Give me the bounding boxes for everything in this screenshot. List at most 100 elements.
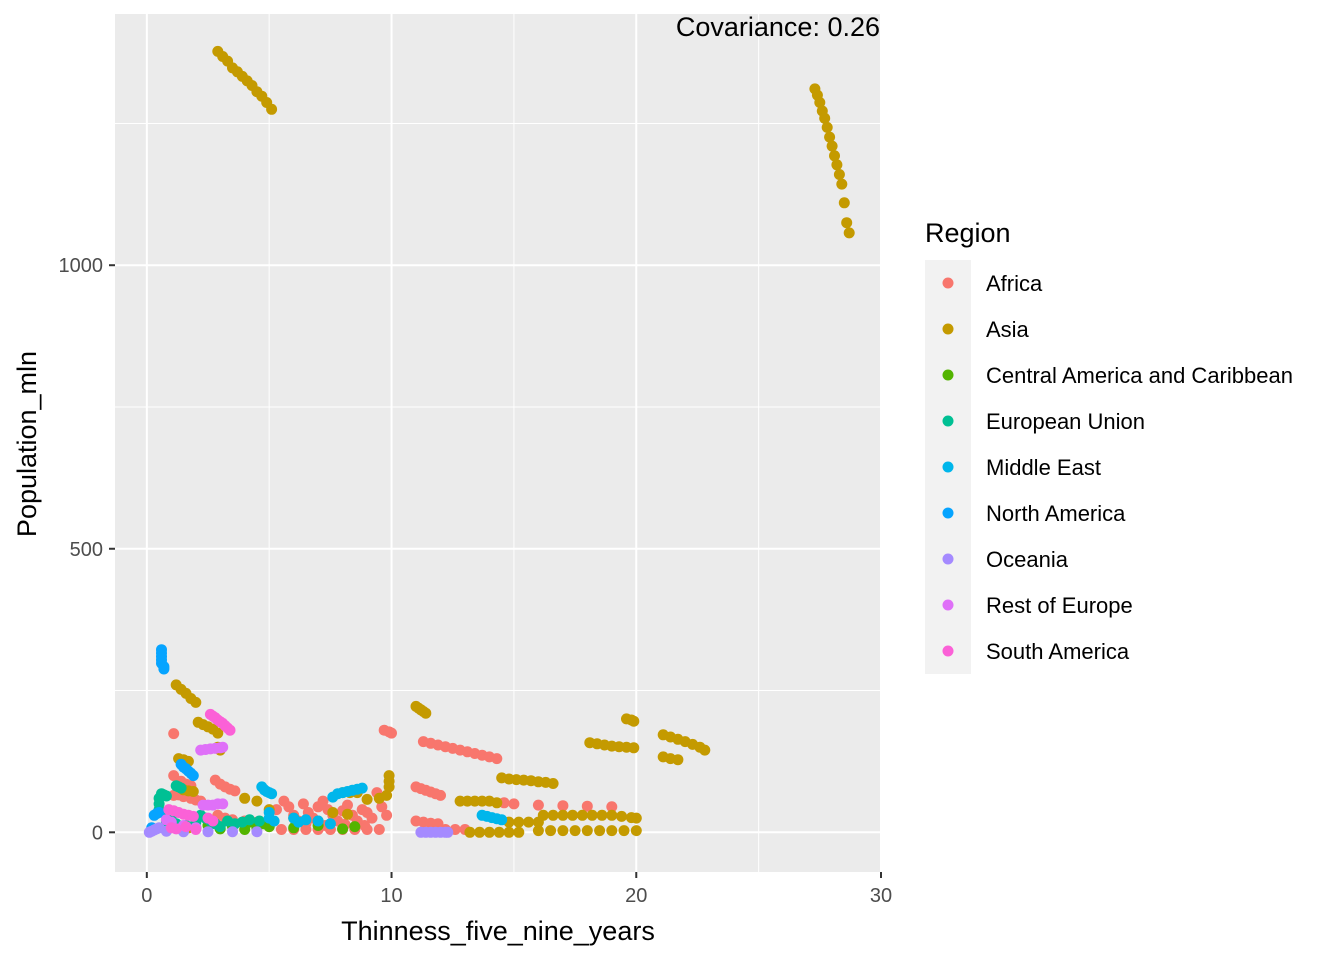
legend: Region Africa Asia Central America and Car… [925,218,1293,674]
data-point [229,785,241,797]
data-point [312,815,324,827]
data-point [217,741,229,753]
data-point [547,809,559,821]
data-point [630,825,642,837]
y-tick-label: 0 [92,822,103,844]
data-point [239,792,251,804]
data-point [275,824,287,835]
legend-item: South America [942,639,1130,664]
legend-key [942,599,954,611]
y-axis-title: Population_mln [12,351,42,537]
data-point [170,823,182,835]
data-point [493,826,505,838]
data-point [836,178,848,190]
data-point [821,121,833,133]
data-point [373,792,385,804]
data-point [217,798,229,810]
data-point [349,821,361,833]
data-point [523,816,535,828]
data-point [168,770,180,782]
legend-label: Africa [986,271,1043,296]
data-point [557,825,569,837]
data-point [324,818,336,830]
data-point [596,809,608,821]
data-point [361,793,373,805]
data-point [153,807,165,818]
data-point [266,788,278,800]
minor-gridlines [115,14,881,872]
data-point [251,826,263,838]
data-point [342,808,353,820]
x-axis-title: Thinness_five_nine_years [341,916,655,946]
x-tick-label: 30 [870,885,892,907]
data-point [843,227,855,239]
data-point [268,815,280,827]
data-point [557,809,569,821]
data-point [496,814,508,826]
data-point [630,812,642,824]
data-point [366,812,378,824]
data-point [699,744,711,756]
data-point [337,823,349,835]
data-point [432,818,444,830]
legend-title: Region [925,218,1011,248]
data-point [547,778,559,789]
data-point [442,826,454,838]
data-point [672,754,684,766]
legend-key [942,415,954,427]
data-point [327,807,339,818]
legend-label: European Union [986,409,1145,434]
data-point [594,825,606,837]
legend-key [942,461,954,473]
data-point [838,197,850,209]
y-axis: 0 500 1000 [59,255,115,844]
data-point [628,715,640,727]
data-point [359,820,371,831]
data-point [187,786,199,797]
data-point [826,140,838,152]
data-point [491,797,503,809]
data-point [376,801,388,813]
data-point [532,799,544,811]
data-point [383,781,395,793]
data-point [190,696,202,708]
data-point [212,727,224,739]
data-point [532,825,544,837]
data-point [569,825,581,837]
data-point [581,825,593,837]
data-point [513,816,525,828]
legend-label: Middle East [986,455,1101,480]
data-point [187,770,199,782]
data-point [300,814,312,826]
data-point [207,815,219,827]
data-point [175,782,187,794]
legend-key [942,507,954,519]
legend-key [942,645,954,657]
data-point [545,825,557,837]
data-point [227,826,238,838]
data-point [202,826,214,838]
series-asia [170,45,855,838]
covariance-annotation: Covariance: 0.26 [676,12,880,42]
x-axis: 0 10 20 30 [141,872,892,907]
legend-key [942,553,954,565]
plot-panel [115,14,881,872]
y-tick-label: 1000 [59,255,104,277]
data-point [158,663,170,675]
series-middle-east [256,781,508,830]
legend-label: Oceania [986,547,1069,572]
data-point [491,753,503,765]
legend-key [942,369,954,381]
data-point [503,826,515,838]
legend-label: Asia [986,317,1030,342]
data-point [253,815,265,827]
data-point [829,150,840,162]
data-point [356,782,368,794]
data-point [420,707,432,719]
data-point [381,809,393,821]
data-point [224,724,236,736]
legend-item: Middle East [942,455,1101,480]
data-point [474,826,486,838]
data-point [266,103,278,115]
data-point [606,809,618,821]
